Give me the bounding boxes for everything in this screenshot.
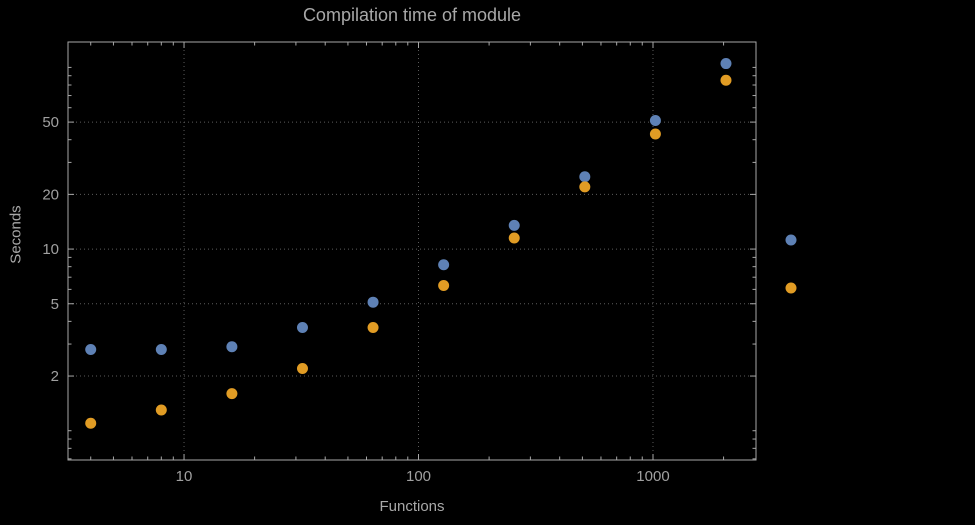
data-point-series-blue <box>155 343 167 355</box>
data-point-series-blue <box>296 322 308 334</box>
data-point-series-orange <box>85 417 97 429</box>
data-point-series-orange <box>296 363 308 375</box>
y-axis-label: Seconds <box>7 205 25 264</box>
plot-frame <box>67 41 757 461</box>
data-point-series-blue <box>438 259 450 271</box>
chart-title: Compilation time of module <box>302 5 522 25</box>
x-tick-label: 1000 <box>636 468 669 485</box>
y-tick-label: 20 <box>42 186 59 203</box>
data-point-series-orange <box>649 128 661 140</box>
legend-marker-2 <box>785 282 797 294</box>
y-tick-label: 2 <box>51 368 59 385</box>
x-axis-label: Functions <box>379 498 445 515</box>
data-point-series-orange <box>579 181 591 193</box>
legend-marker-1 <box>785 234 797 246</box>
data-point-series-orange <box>438 280 450 292</box>
y-tick-label: 10 <box>42 241 59 258</box>
y-tick-label: 50 <box>42 114 59 131</box>
data-point-series-blue <box>649 115 661 127</box>
data-point-series-orange <box>508 232 520 244</box>
data-point-series-orange <box>155 404 167 416</box>
data-point-series-orange <box>226 388 238 400</box>
x-tick-label: 100 <box>406 468 431 485</box>
data-point-series-orange <box>367 322 379 334</box>
data-point-series-blue <box>720 58 732 70</box>
data-point-series-blue <box>226 341 238 353</box>
data-point-series-orange <box>720 74 732 86</box>
x-tick-label: 10 <box>176 468 193 485</box>
y-tick-label: 5 <box>51 296 59 313</box>
data-point-series-blue <box>579 171 591 183</box>
data-point-series-blue <box>367 296 379 308</box>
data-point-series-blue <box>508 219 520 231</box>
data-point-series-blue <box>85 343 97 355</box>
